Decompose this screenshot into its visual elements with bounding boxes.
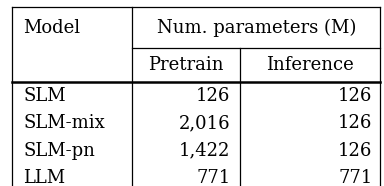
Text: 126: 126 <box>338 142 372 160</box>
Text: Num. parameters (M): Num. parameters (M) <box>157 19 356 37</box>
Text: Model: Model <box>23 19 80 37</box>
Text: SLM: SLM <box>23 87 66 105</box>
Text: Pretrain: Pretrain <box>149 56 224 74</box>
Text: Inference: Inference <box>266 56 354 74</box>
Text: 126: 126 <box>196 87 230 105</box>
Text: SLM-pn: SLM-pn <box>23 142 95 160</box>
Text: SLM-mix: SLM-mix <box>23 114 105 132</box>
Text: 2,016: 2,016 <box>179 114 230 132</box>
Text: 1,422: 1,422 <box>179 142 230 160</box>
Text: 771: 771 <box>338 169 372 186</box>
Text: LLM: LLM <box>23 169 65 186</box>
Text: 126: 126 <box>338 87 372 105</box>
Text: 771: 771 <box>196 169 230 186</box>
Text: 126: 126 <box>338 114 372 132</box>
